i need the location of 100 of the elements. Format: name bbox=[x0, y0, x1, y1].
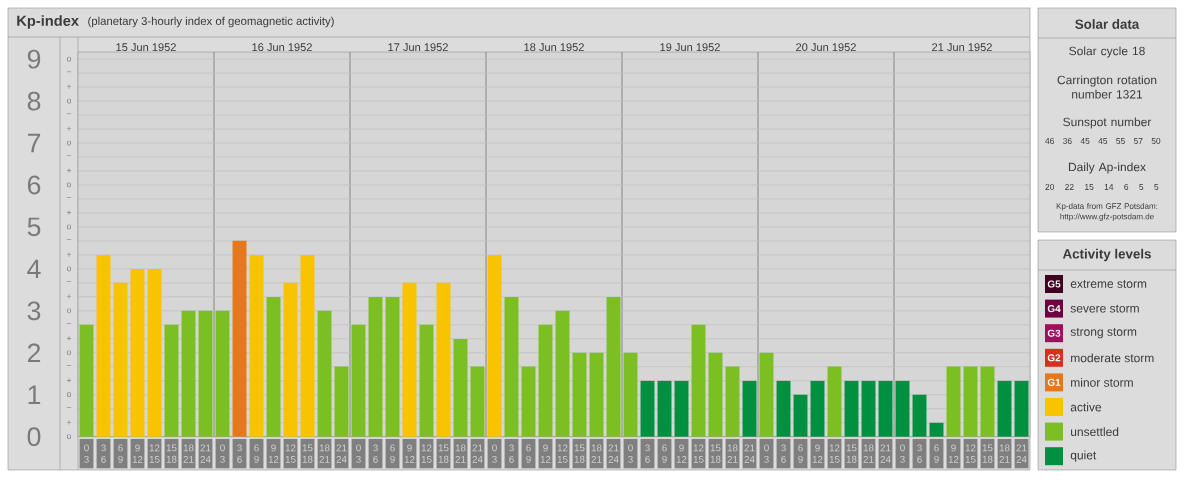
x-tick-label: 3 6 bbox=[101, 444, 106, 463]
x2-tick-label: 18 Jun 1952 bbox=[524, 43, 584, 52]
x-tick-label: 3 6 bbox=[645, 444, 650, 463]
text: − bbox=[66, 281, 72, 282]
x-tick-label: 3 6 bbox=[237, 444, 242, 463]
legend-label: active bbox=[1070, 402, 1102, 412]
y-tick-label: 2 bbox=[27, 343, 41, 363]
y-tick-label: 6 bbox=[27, 175, 41, 195]
x-tick-label: 21 24 bbox=[880, 444, 891, 463]
x-tick-label: 21 24 bbox=[472, 444, 483, 463]
x-tick-label: 9 12 bbox=[812, 444, 823, 463]
x2-tick-label: 21 Jun 1952 bbox=[932, 43, 992, 52]
text: − bbox=[66, 197, 72, 198]
x-tick-label: 12 15 bbox=[829, 444, 840, 463]
x-tick-label: 9 12 bbox=[268, 444, 279, 463]
text: Daily Ap-index bbox=[1068, 162, 1146, 174]
legend-label: strong storm bbox=[1070, 328, 1137, 339]
x-tick-label: 18 21 bbox=[319, 444, 330, 463]
text: − bbox=[66, 239, 72, 240]
legend-label: severe storm bbox=[1070, 304, 1139, 313]
text: o bbox=[66, 434, 72, 440]
x-tick-label: 0 3 bbox=[900, 444, 905, 463]
text: G2 bbox=[1047, 354, 1061, 362]
x-tick-label: 0 3 bbox=[628, 444, 633, 463]
text: o bbox=[66, 266, 72, 272]
text: o bbox=[66, 140, 72, 146]
x2-tick-label: 19 Jun 1952 bbox=[660, 43, 720, 52]
y-tick-label: 4 bbox=[27, 259, 41, 279]
text: + bbox=[66, 168, 72, 173]
text: + bbox=[66, 252, 72, 257]
text: − bbox=[66, 71, 72, 73]
x-tick-label: 6 9 bbox=[390, 444, 395, 463]
text: + bbox=[66, 378, 72, 383]
x-tick-label: 6 9 bbox=[662, 444, 667, 463]
x2-tick-label: 20 Jun 1952 bbox=[796, 43, 856, 52]
x-tick-label: 6 9 bbox=[118, 444, 123, 463]
text: + bbox=[66, 126, 72, 131]
text: o bbox=[66, 224, 72, 230]
text: + bbox=[66, 336, 72, 341]
legend-label: moderate storm bbox=[1071, 353, 1154, 363]
x-tick-label: 0 3 bbox=[84, 444, 89, 463]
text: o bbox=[66, 98, 72, 104]
x-tick-label: 21 24 bbox=[744, 444, 755, 463]
text: G4 bbox=[1047, 305, 1061, 313]
text: Carrington rotation number 1321 bbox=[1057, 75, 1157, 99]
text: o bbox=[66, 392, 72, 398]
text: o bbox=[66, 308, 72, 314]
x-tick-label: 0 3 bbox=[356, 444, 361, 463]
text: G5 bbox=[1047, 280, 1061, 288]
x-tick-label: 3 6 bbox=[373, 444, 378, 463]
x-tick-label: 18 21 bbox=[863, 444, 874, 463]
text: G1 bbox=[1047, 378, 1061, 386]
x-tick-label: 6 9 bbox=[798, 444, 803, 463]
x-tick-label: 15 18 bbox=[710, 444, 721, 463]
x-tick-label: 18 21 bbox=[999, 444, 1010, 463]
x-tick-label: 6 9 bbox=[254, 444, 259, 463]
x-tick-label: 18 21 bbox=[183, 444, 194, 463]
text: Solar data bbox=[1075, 19, 1140, 29]
text: o bbox=[66, 56, 72, 62]
x2-tick-label: 16 Jun 1952 bbox=[252, 43, 312, 52]
chart-subtitle: (planetary 3-hourly index of geomagnetic activity) bbox=[88, 16, 334, 28]
text: − bbox=[66, 323, 72, 324]
x-tick-label: 15 18 bbox=[438, 444, 449, 463]
text: Sunspot number bbox=[1063, 117, 1152, 129]
x-tick-label: 9 12 bbox=[948, 444, 959, 463]
text: 20 22 15 14 6 5 5 bbox=[1045, 184, 1159, 190]
text: Solar cycle 18 bbox=[1069, 46, 1145, 58]
x-tick-label: 15 18 bbox=[574, 444, 585, 463]
x-tick-label: 0 3 bbox=[764, 444, 769, 463]
text: + bbox=[66, 84, 72, 89]
x-tick-label: 3 6 bbox=[917, 444, 922, 463]
x-tick-label: 21 24 bbox=[200, 444, 211, 463]
y-tick-label: 1 bbox=[28, 385, 41, 404]
x-tick-label: 12 15 bbox=[557, 444, 568, 463]
x-tick-label: 6 9 bbox=[934, 444, 939, 463]
x-tick-label: 18 21 bbox=[591, 444, 602, 463]
x-tick-label: 15 18 bbox=[982, 444, 993, 463]
y-tick-label: 8 bbox=[27, 91, 41, 111]
x-tick-label: 21 24 bbox=[336, 444, 347, 463]
x-tick-label: 9 12 bbox=[404, 444, 415, 463]
x-tick-label: 3 6 bbox=[781, 444, 786, 463]
text: o bbox=[66, 182, 72, 188]
x-tick-label: 15 18 bbox=[846, 444, 857, 463]
x-tick-label: 12 15 bbox=[421, 444, 432, 463]
text: o bbox=[66, 350, 72, 356]
x-tick-label: 12 15 bbox=[693, 444, 704, 463]
x2-tick-label: 15 Jun 1952 bbox=[116, 43, 176, 52]
legend-label: extreme storm bbox=[1070, 280, 1147, 288]
text: − bbox=[66, 155, 72, 157]
text: + bbox=[66, 420, 72, 425]
text: 46 36 45 45 55 57 50 bbox=[1045, 138, 1161, 144]
text: + bbox=[66, 294, 72, 299]
text: − bbox=[66, 407, 72, 408]
x-tick-label: 12 15 bbox=[965, 444, 976, 463]
x-tick-label: 21 24 bbox=[608, 444, 619, 463]
x-tick-label: 6 9 bbox=[526, 444, 531, 463]
x-tick-label: 21 24 bbox=[1016, 444, 1027, 463]
text: + bbox=[66, 210, 72, 215]
y-tick-label: 5 bbox=[27, 217, 41, 237]
legend-label: minor storm bbox=[1071, 377, 1133, 387]
